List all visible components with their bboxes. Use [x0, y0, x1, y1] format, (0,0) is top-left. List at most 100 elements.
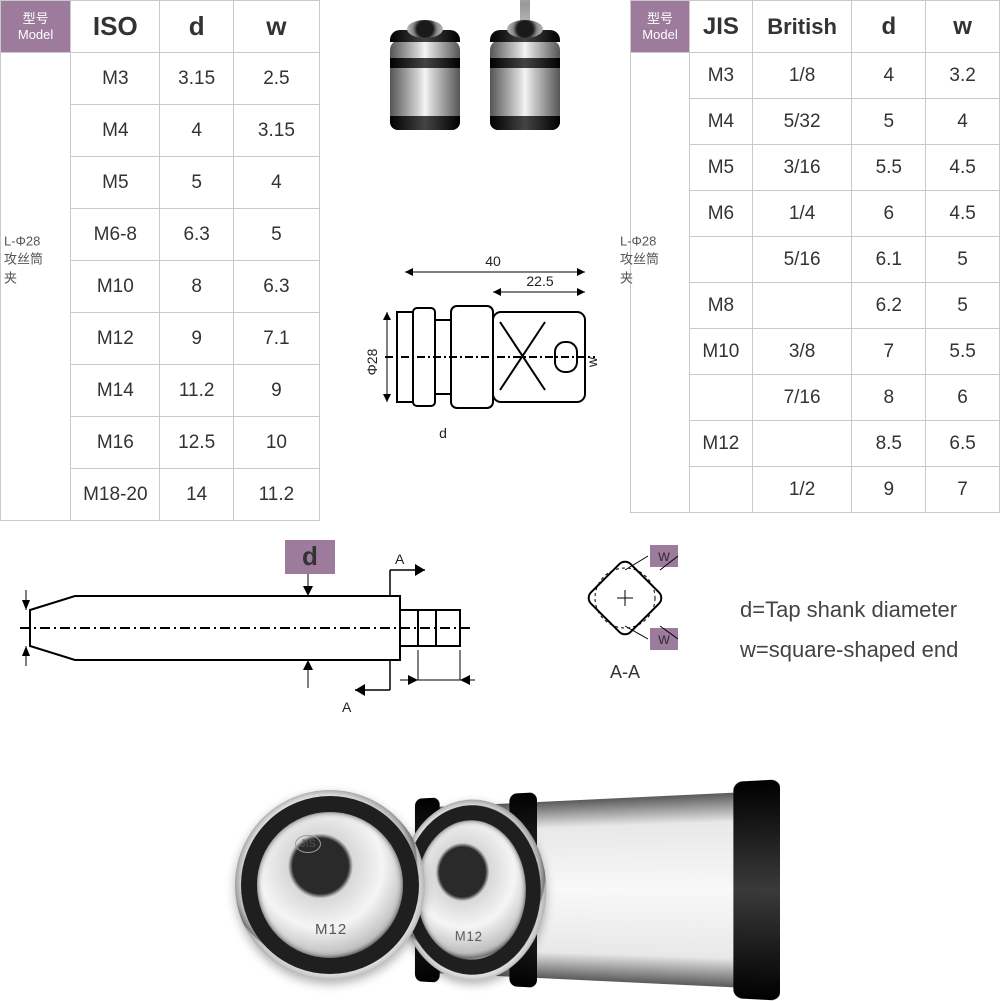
cell-d: 8.5: [852, 421, 926, 467]
cell-iso: M14: [71, 365, 160, 417]
cell-jis: M8: [690, 283, 753, 329]
svg-text:d: d: [302, 541, 318, 571]
cell-w: 7.1: [233, 313, 319, 365]
chuck-front-view: JIS M12: [235, 790, 435, 990]
chuck-closed: [390, 30, 460, 130]
cell-w: 2.5: [233, 53, 319, 105]
iso-table-block: 型号 Model ISO d w M33.152.5M443.15M554M6-…: [0, 0, 320, 540]
jis-table-block: 型号 Model JIS British d w M31/843.2M45/32…: [630, 0, 1000, 540]
bottom-product-photo: JIS M12 M12: [235, 790, 765, 990]
cell-jis: [690, 467, 753, 513]
cell-iso: M18-20: [71, 469, 160, 521]
cell-w: 4: [926, 99, 1000, 145]
legend: d=Tap shank diameter w=square-shaped end: [740, 590, 958, 669]
cell-w: 3.15: [233, 105, 319, 157]
cell-iso: M6-8: [71, 209, 160, 261]
cell-jis: M5: [690, 145, 753, 191]
iso-header-w: w: [233, 1, 319, 53]
cell-iso: M4: [71, 105, 160, 157]
stamp-size-2: M12: [455, 928, 483, 945]
cell-iso: M12: [71, 313, 160, 365]
jis-header-d: d: [852, 1, 926, 53]
cell-d: 5.5: [852, 145, 926, 191]
table-row: M31/843.2: [631, 53, 1000, 99]
svg-text:A-A: A-A: [610, 662, 640, 682]
cell-british: [752, 421, 852, 467]
jis-header-jis: JIS: [690, 1, 753, 53]
cell-british: 1/2: [752, 467, 852, 513]
cell-d: 11.2: [160, 365, 233, 417]
cell-british: 5/16: [752, 237, 852, 283]
table-header-row: 型号 Model JIS British d w: [631, 1, 1000, 53]
cell-d: 6: [852, 191, 926, 237]
chuck-with-tap: [490, 30, 560, 130]
cell-w: 4.5: [926, 191, 1000, 237]
iso-header-iso: ISO: [71, 1, 160, 53]
cell-w: 4: [233, 157, 319, 209]
jis-rowspan-cell: [631, 53, 690, 513]
cell-d: 3.15: [160, 53, 233, 105]
cell-w: 5.5: [926, 329, 1000, 375]
svg-text:Φ28: Φ28: [364, 348, 380, 375]
table-header-row: 型号 Model ISO d w: [1, 1, 320, 53]
cell-d: 12.5: [160, 417, 233, 469]
svg-text:w: w: [657, 548, 670, 565]
middle-column: 40 22.5: [320, 0, 630, 540]
cell-jis: M3: [690, 53, 753, 99]
tap-diagram: d A A: [20, 540, 620, 720]
cell-w: 5: [926, 237, 1000, 283]
cell-british: 7/16: [752, 375, 852, 421]
legend-d: d=Tap shank diameter: [740, 590, 958, 630]
stamp-size: M12: [315, 921, 347, 938]
cell-british: 1/8: [752, 53, 852, 99]
product-photos: [390, 30, 560, 130]
svg-text:22.5: 22.5: [526, 273, 553, 289]
iso-header-model: 型号 Model: [1, 1, 71, 53]
iso-table: 型号 Model ISO d w M33.152.5M443.15M554M6-…: [0, 0, 320, 521]
cell-d: 4: [160, 105, 233, 157]
iso-header-d: d: [160, 1, 233, 53]
cell-iso: M5: [71, 157, 160, 209]
cell-iso: M16: [71, 417, 160, 469]
svg-text:w: w: [657, 631, 670, 648]
chuck-side-view: M12: [415, 779, 780, 1000]
cell-british: 3/16: [752, 145, 852, 191]
table-row: M33.152.5: [1, 53, 320, 105]
cell-d: 9: [160, 313, 233, 365]
square-section: w w A-A: [570, 540, 720, 690]
cell-d: 5: [852, 99, 926, 145]
top-section: 型号 Model ISO d w M33.152.5M443.15M554M6-…: [0, 0, 1000, 540]
legend-w: w=square-shaped end: [740, 630, 958, 670]
iso-rowspan-cell: [1, 53, 71, 521]
cell-british: [752, 283, 852, 329]
jis-header-w: w: [926, 1, 1000, 53]
cell-jis: M6: [690, 191, 753, 237]
cell-d: 6.2: [852, 283, 926, 329]
cell-d: 9: [852, 467, 926, 513]
cell-w: 6: [926, 375, 1000, 421]
cell-w: 10: [233, 417, 319, 469]
cell-w: 3.2: [926, 53, 1000, 99]
cell-w: 6.5: [926, 421, 1000, 467]
svg-text:A: A: [342, 699, 352, 715]
cell-w: 5: [233, 209, 319, 261]
cell-british: 3/8: [752, 329, 852, 375]
svg-text:d: d: [439, 425, 447, 441]
model-ch: 型号: [647, 11, 673, 26]
cell-d: 7: [852, 329, 926, 375]
technical-drawing: 40 22.5: [345, 250, 605, 450]
cell-jis: M4: [690, 99, 753, 145]
stamp-jis: JIS: [295, 835, 321, 853]
iso-table-body: M33.152.5M443.15M554M6-86.35M1086.3M1297…: [1, 53, 320, 521]
model-en: Model: [18, 27, 53, 42]
cell-d: 8: [852, 375, 926, 421]
cell-d: 4: [852, 53, 926, 99]
cell-iso: M10: [71, 261, 160, 313]
cell-jis: M12: [690, 421, 753, 467]
cell-d: 8: [160, 261, 233, 313]
jis-header-model: 型号 Model: [631, 1, 690, 53]
cell-iso: M3: [71, 53, 160, 105]
cell-d: 14: [160, 469, 233, 521]
cell-w: 5: [926, 283, 1000, 329]
cell-d: 5: [160, 157, 233, 209]
